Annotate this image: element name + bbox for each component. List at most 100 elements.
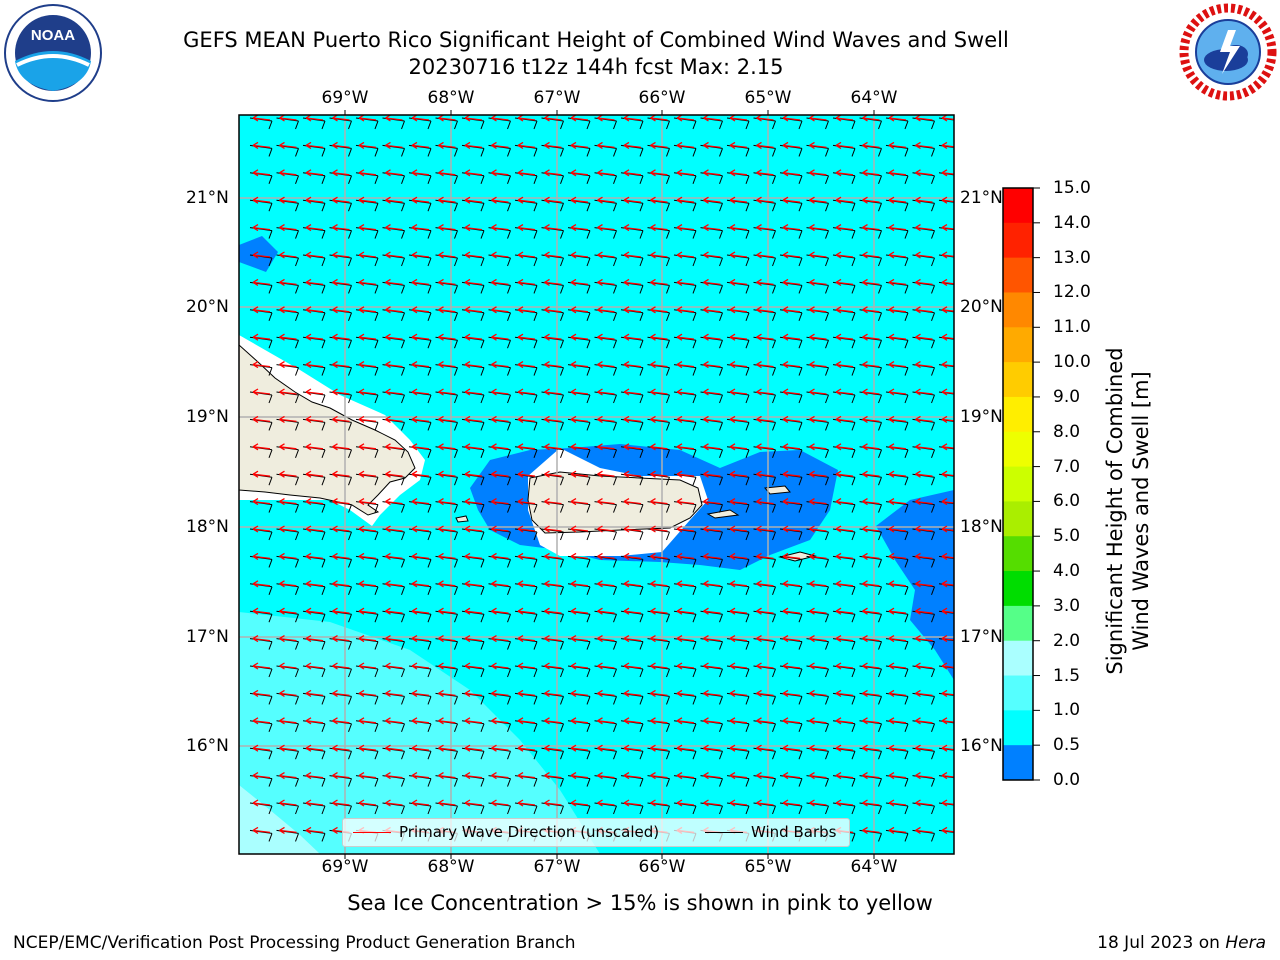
wave-direction-arrow xyxy=(385,470,403,478)
wave-direction-arrow xyxy=(358,552,377,560)
wave-direction-arrow xyxy=(862,141,880,149)
wave-direction-arrow xyxy=(358,498,377,506)
wave-direction-arrow xyxy=(888,196,907,204)
wave-direction-arrow xyxy=(782,278,801,286)
wave-direction-arrow xyxy=(570,552,589,560)
wave-direction-arrow xyxy=(438,415,456,423)
lat-label-right: 20°N xyxy=(960,297,1003,317)
wave-direction-arrow xyxy=(358,744,377,752)
wave-direction-arrow xyxy=(385,443,403,451)
wave-direction-arrow xyxy=(597,635,615,643)
wave-direction-arrow xyxy=(729,717,748,725)
wave-direction-arrow xyxy=(941,415,954,423)
colorbar-tick-label: 7.0 xyxy=(1053,456,1081,477)
wave-direction-arrow xyxy=(782,498,801,506)
wave-direction-arrow xyxy=(597,169,615,177)
wave-direction-arrow xyxy=(491,361,509,369)
wave-direction-arrow xyxy=(597,662,615,670)
wave-direction-arrow xyxy=(676,689,695,697)
wave-direction-arrow xyxy=(756,415,774,423)
wave-and-wind-vectors xyxy=(249,115,954,842)
wave-direction-arrow xyxy=(411,278,430,286)
wave-direction-arrow xyxy=(862,306,880,314)
wave-direction-arrow xyxy=(756,580,774,588)
wave-direction-arrow xyxy=(729,443,748,451)
wave-direction-arrow xyxy=(676,607,695,615)
colorbar-segment xyxy=(1003,222,1033,259)
wave-direction-arrow xyxy=(729,224,748,232)
wave-direction-arrow xyxy=(438,662,456,670)
lat-label-right: 21°N xyxy=(960,188,1003,208)
wave-direction-arrow xyxy=(491,662,509,670)
wave-direction-arrow xyxy=(279,306,297,314)
wave-direction-arrow xyxy=(809,717,827,725)
colorbar-segment xyxy=(1003,431,1033,468)
wave-direction-arrow xyxy=(279,361,297,369)
wave-direction-arrow xyxy=(650,306,668,314)
wave-direction-arrow xyxy=(729,772,748,780)
wave-direction-arrow xyxy=(782,443,801,451)
wave-direction-arrow xyxy=(676,141,695,149)
wave-direction-arrow xyxy=(676,717,695,725)
colorbar-segment xyxy=(1003,640,1033,677)
wave-direction-arrow xyxy=(782,662,801,670)
wave-direction-arrow xyxy=(332,443,350,451)
noaa-logo-text: NOAA xyxy=(31,27,75,44)
wave-direction-arrow xyxy=(411,498,430,506)
wave-direction-arrow xyxy=(941,443,954,451)
colorbar-label-line1: Significant Height of Combined xyxy=(1103,347,1127,675)
wave-direction-arrow xyxy=(517,498,536,506)
colorbar-segment xyxy=(1003,362,1033,398)
wave-direction-arrow xyxy=(729,388,748,396)
map-ticks xyxy=(344,110,875,859)
wave-direction-arrow xyxy=(729,169,748,177)
wave-direction-arrow xyxy=(941,388,954,396)
wave-direction-arrow xyxy=(358,141,377,149)
wave-direction-arrow xyxy=(438,388,456,396)
wave-direction-arrow xyxy=(782,607,801,615)
wave-direction-arrow xyxy=(703,388,721,396)
wave-direction-arrow xyxy=(703,552,721,560)
wave-direction-arrow xyxy=(782,552,801,560)
wave-direction-arrow xyxy=(888,443,907,451)
wave-direction-arrow xyxy=(491,388,509,396)
colorbar-tick-label: 10.0 xyxy=(1053,352,1091,373)
wave-direction-arrow xyxy=(570,580,589,588)
wave-direction-arrow xyxy=(915,306,933,314)
wave-direction-arrow xyxy=(385,361,403,369)
wave-direction-arrow xyxy=(597,415,615,423)
wave-direction-arrow xyxy=(782,744,801,752)
colorbar-tick-label: 14.0 xyxy=(1053,212,1091,233)
wave-direction-arrow xyxy=(650,278,668,286)
wave-direction-arrow xyxy=(915,251,933,259)
wave-direction-arrow xyxy=(703,196,721,204)
wave-direction-arrow xyxy=(782,525,801,533)
wave-direction-arrow xyxy=(438,333,456,341)
wave-direction-arrow xyxy=(941,772,954,780)
wave-direction-arrow xyxy=(252,141,271,149)
wave-direction-arrow xyxy=(650,689,668,697)
colorbar-segment xyxy=(1003,710,1033,746)
wave-direction-arrow xyxy=(358,224,377,232)
wave-direction-arrow xyxy=(385,662,403,670)
wave-direction-arrow xyxy=(438,196,456,204)
wave-direction-arrow xyxy=(809,141,827,149)
wave-direction-arrow xyxy=(835,443,854,451)
wave-direction-arrow xyxy=(517,470,536,478)
wave-direction-arrow xyxy=(756,607,774,615)
wave-direction-arrow xyxy=(650,251,668,259)
wave-direction-arrow xyxy=(358,635,377,643)
wave-direction-arrow xyxy=(464,552,483,560)
wave-direction-arrow xyxy=(358,689,377,697)
wave-direction-arrow xyxy=(835,361,854,369)
wave-direction-arrow xyxy=(544,552,562,560)
wave-direction-arrow xyxy=(464,224,483,232)
wave-direction-arrow xyxy=(252,635,271,643)
wave-direction-arrow xyxy=(703,607,721,615)
lat-label-right: 17°N xyxy=(960,627,1003,647)
wave-direction-arrow xyxy=(597,141,615,149)
lon-label-top: 64°W xyxy=(850,88,898,108)
wave-direction-arrow xyxy=(517,361,536,369)
wave-direction-arrow xyxy=(809,169,827,177)
wave-direction-arrow xyxy=(782,717,801,725)
